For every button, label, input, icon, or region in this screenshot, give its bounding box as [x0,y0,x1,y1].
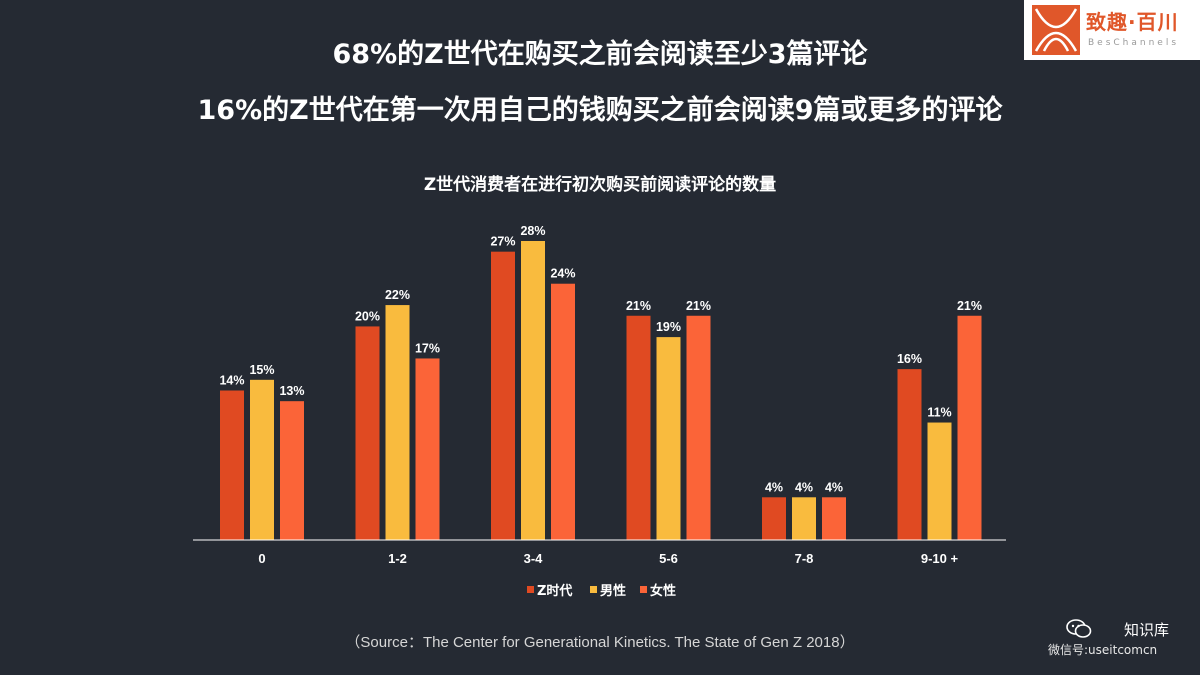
data-label: 4% [825,480,843,494]
legend-swatch [640,586,647,593]
bar-78-series-2 [822,497,846,540]
bar-910-series-1 [927,422,952,540]
bar-12-series-1 [385,305,410,540]
headline-secondary: 16%的Z世代在第一次用自己的钱购买之前会阅读9篇或更多的评论 [197,95,1003,126]
legend-label: Z时代 [537,583,572,599]
legend-label: 男性 [600,583,626,599]
wechat-icon [1066,619,1092,638]
watermark-title: 知识库 [1124,621,1170,639]
x-tick-label: 1-2 [388,551,407,566]
bar-56-series-1 [656,337,681,540]
labels-layer: 14% 15% 13% 0 20% 22% 17% 1-2 27% 28% 24% 3-4 21% 19%… [219,224,982,566]
x-tick-label: 3-4 [524,551,544,566]
bar-34-series-1 [521,241,545,540]
data-label: 4% [765,480,783,494]
data-label: 28% [520,224,545,238]
bar-78-series-1 [792,497,816,540]
bar-78-series-0 [762,497,786,540]
bar-910-series-0 [897,369,922,540]
data-label: 21% [626,299,651,313]
bar-910-series-2 [957,315,982,540]
data-label: 15% [249,363,274,377]
brand-logo: 致趣·百川 BesChannels [1024,0,1200,60]
chart-title: Z世代消费者在进行初次购买前阅读评论的数量 [424,174,776,195]
data-label: 22% [385,288,410,302]
x-tick-label: 9-10 + [921,551,959,566]
bar-0-series-0 [220,390,244,540]
bar-34-series-0 [491,251,515,540]
source-citation: （Source：The Center for Generational Kine… [345,634,855,651]
data-label: 21% [686,299,711,313]
x-tick-label: 5-6 [659,551,678,566]
legend-swatch [590,586,597,593]
data-label: 21% [957,299,982,313]
bar-12-series-0 [355,326,380,540]
wechat-watermark: 知识库 微信号:useitcomcn [1048,617,1186,661]
watermark-account: 微信号:useitcomcn [1048,643,1158,657]
data-label: 11% [927,406,951,420]
data-label: 14% [219,374,244,388]
brand-logo-subtitle: BesChannels [1088,38,1180,48]
legend-label: 女性 [650,583,676,599]
legend-swatch [527,586,534,593]
brand-logo-mark-icon [1032,5,1080,55]
bar-0-series-1 [250,379,274,540]
bar-56-series-0 [626,315,651,540]
bar-56-series-2 [686,315,711,540]
x-tick-label: 0 [258,551,265,566]
data-label: 19% [656,320,681,334]
bar-34-series-2 [551,283,575,540]
bar-0-series-2 [280,401,304,540]
data-label: 27% [490,235,515,249]
data-label: 17% [415,341,440,355]
data-label: 24% [550,267,575,281]
data-label: 4% [795,480,813,494]
bars-layer [220,241,982,540]
data-label: 20% [355,309,380,323]
headline-primary: 68%的Z世代在购买之前会阅读至少3篇评论 [332,39,868,70]
chart-legend: Z时代 男性 女性 [527,583,676,599]
bar-12-series-2 [415,358,440,540]
x-tick-label: 7-8 [795,551,814,566]
data-label: 13% [279,384,304,398]
data-label: 16% [897,352,922,366]
brand-logo-name: 致趣·百川 [1086,10,1179,34]
